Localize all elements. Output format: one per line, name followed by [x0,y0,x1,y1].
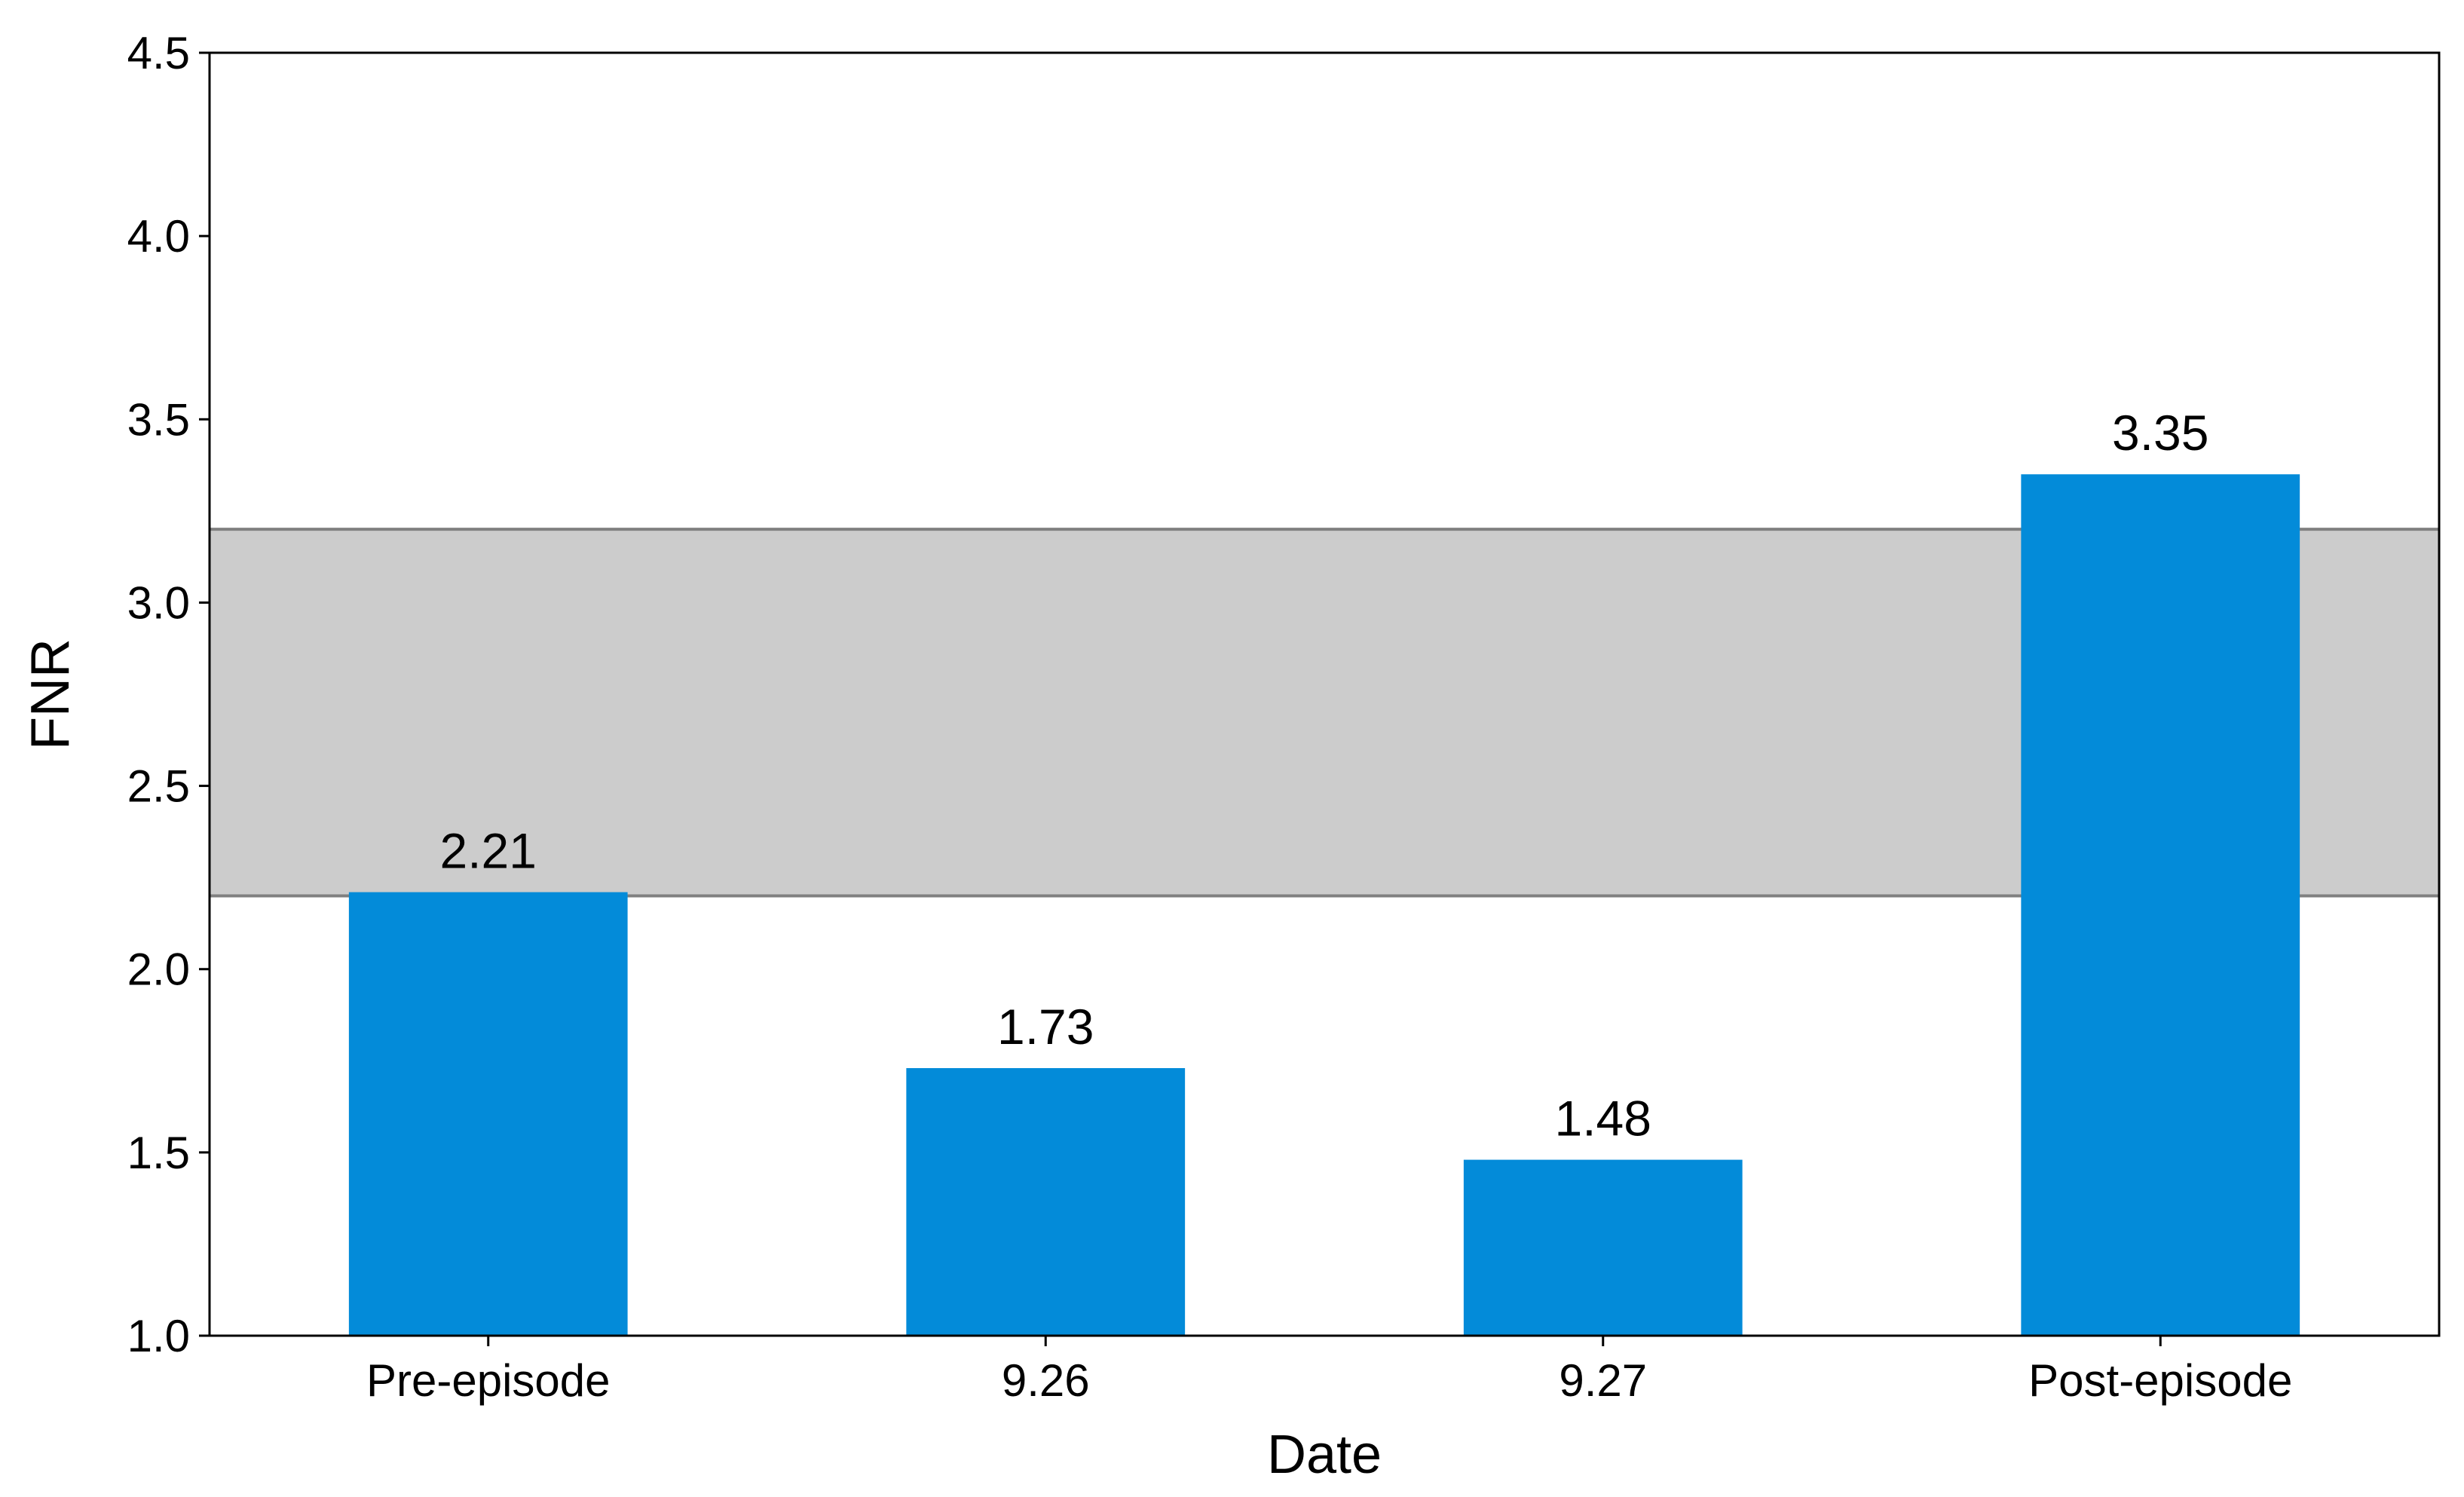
bar-1 [906,1068,1186,1336]
y-tick-label: 1.0 [127,1311,190,1361]
x-axis-title: Date [1267,1425,1382,1485]
bar-value-label: 2.21 [440,823,537,879]
bar-value-label: 3.35 [2112,405,2208,461]
bar-0 [348,892,628,1336]
y-tick-label: 3.5 [127,394,190,445]
bar-2 [1463,1159,1743,1336]
y-tick-label: 4.0 [127,211,190,262]
x-tick-label: Post-episode [2028,1355,2292,1406]
bar-value-label: 1.48 [1555,1091,1651,1146]
y-tick-label: 4.5 [127,28,190,78]
x-tick-label: Pre-episode [366,1355,611,1406]
bar-3 [2021,474,2300,1336]
x-tick-label: 9.26 [1002,1355,1090,1406]
labels-layer: 2.21 Pre-episode 1.73 9.26 1.48 9.27 3.35 Post-… [127,28,2293,1406]
bar-value-label: 1.73 [997,999,1094,1055]
y-tick-label: 3.0 [127,577,190,628]
axes-layer [199,51,2441,1346]
y-tick-label: 2.5 [127,761,190,812]
y-tick-label: 1.5 [127,1128,190,1178]
bars-layer [348,474,2300,1336]
y-tick-label: 2.0 [127,944,190,995]
plot-frame [208,51,2441,1337]
x-tick-label: 9.27 [1559,1355,1647,1406]
y-axis-title: FNR [20,638,81,750]
